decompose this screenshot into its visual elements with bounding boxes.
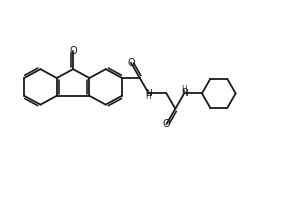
Text: N: N <box>145 89 152 98</box>
Text: N: N <box>181 89 188 98</box>
Text: H: H <box>145 92 151 101</box>
Text: O: O <box>69 46 77 56</box>
Text: H: H <box>181 85 187 94</box>
Text: O: O <box>127 58 135 68</box>
Text: O: O <box>163 119 170 129</box>
